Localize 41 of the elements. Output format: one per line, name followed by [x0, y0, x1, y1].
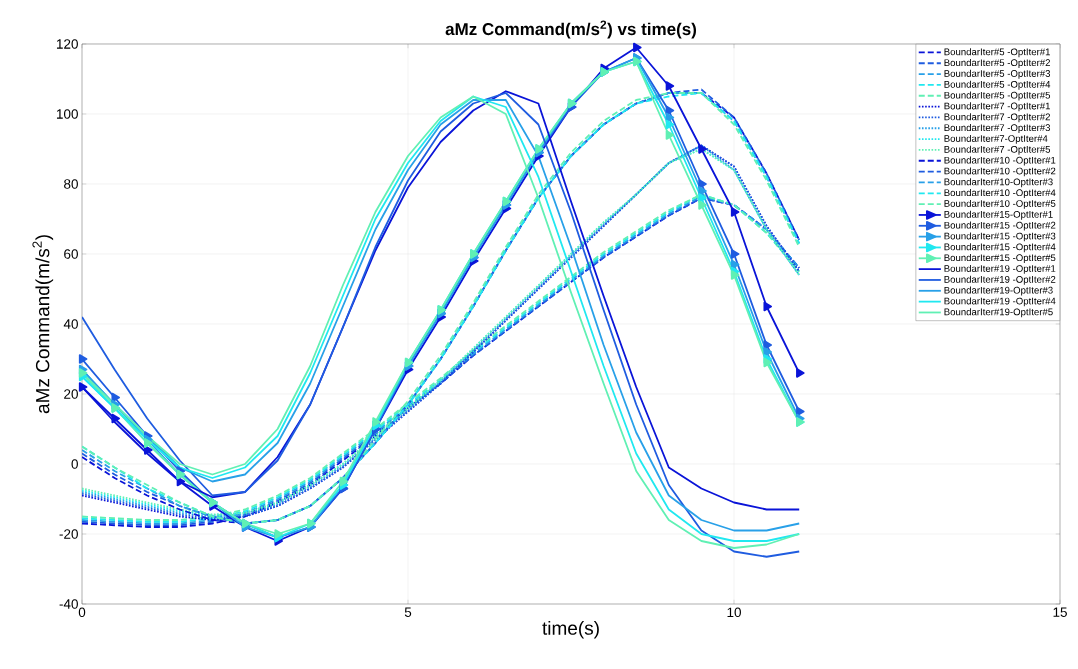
legend-label: BoundarIter#7 -OptIter#1 — [944, 102, 1050, 112]
y-tick-label: 60 — [64, 249, 78, 259]
legend-label: BoundarIter#10 -OptIter#2 — [944, 167, 1056, 177]
x-tick-label: 15 — [1053, 607, 1067, 617]
y-tick-label: 100 — [56, 109, 78, 119]
legend-label: BoundarIter#19-OptIter#3 — [944, 286, 1053, 296]
y-tick-label: 80 — [64, 179, 78, 189]
legend-label: BoundarIter#5 -OptIter#1 — [944, 48, 1050, 58]
legend-label: BoundarIter#19 -OptIter#2 — [944, 275, 1056, 285]
legend-label: BoundarIter#5 -OptIter#3 — [944, 69, 1051, 79]
legend-label: BoundarIter#15-OptIter#1 — [944, 210, 1053, 220]
legend-label: BoundarIter#5 -OptIter#4 — [944, 80, 1051, 90]
legend-label: BoundarIter#5 -OptIter#2 — [944, 59, 1050, 68]
x-axis-title: time(s) — [542, 620, 599, 639]
y-tick-label: 120 — [56, 39, 78, 49]
legend-label: BoundarIter#19 -OptIter#1 — [944, 264, 1056, 274]
legend-label: BoundarIter#7 -OptIter#2 — [944, 113, 1050, 123]
legend-label: BoundarIter#7 -OptIter#5 — [944, 145, 1051, 155]
legend-label: BoundarIter#19 -OptIter#4 — [944, 297, 1056, 307]
y-tick-label: 40 — [63, 319, 78, 329]
legend-label: BoundarIter#10 -OptIter#1 — [944, 156, 1056, 166]
legend-label: BoundarIter#10 -OptIter#5 — [944, 199, 1056, 209]
x-tick-label: 10 — [727, 607, 741, 618]
legend-label: BoundarIter#15 -OptIter#5 — [944, 254, 1056, 264]
y-tick-label: -40 — [59, 599, 78, 609]
legend-label: BoundarIter#19-OptIter#5 — [944, 308, 1053, 318]
y-tick-label: 20 — [64, 389, 78, 399]
legend-label: BoundarIter#7-OptIter#4 — [944, 134, 1048, 144]
legend-label: BoundarIter#10 -OptIter#4 — [944, 189, 1056, 198]
legend-label: BoundarIter#7 -OptIter#3 — [944, 124, 1051, 133]
chart-title: aMz Command(m/s$^{2}$) vs time(s) — [445, 20, 697, 39]
legend-label: BoundarIter#15 -OptIter#3 — [944, 232, 1056, 242]
x-tick-label: 0 — [78, 607, 86, 618]
legend-label: BoundarIter#15 -OptIter#2 — [944, 221, 1056, 231]
y-tick-label: -20 — [59, 529, 78, 539]
legend-label: BoundarIter#10-OptIter#3 — [944, 178, 1053, 188]
legend-label: BoundarIter#15 -OptIter#4 — [944, 243, 1056, 253]
legend-label: BoundarIter#5 -OptIter#5 — [944, 91, 1051, 101]
x-tick-label: 5 — [404, 607, 412, 617]
y-axis-title: aMz Command(m/s$^{2}$) — [32, 235, 54, 414]
y-tick-label: 0 — [71, 459, 78, 469]
